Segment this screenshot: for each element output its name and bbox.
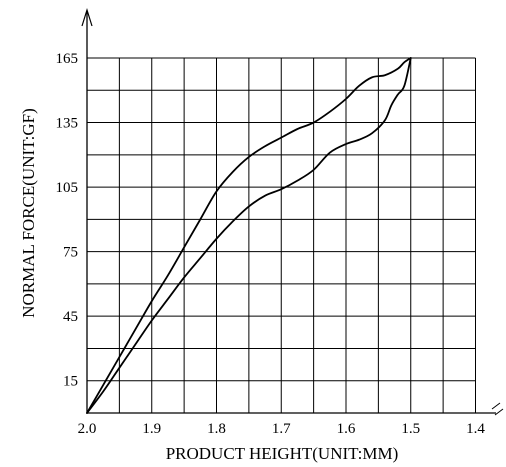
- series-line-upper: [86, 57, 412, 414]
- tick-labels: 2.0 1.9 1.8 1.7 1.6 1.5 1.4 15 45 75 105 135 165: [56, 51, 486, 437]
- y-tick-label: 165: [56, 51, 79, 67]
- x-tick-label: 1.6: [337, 421, 356, 437]
- y-tick-label: 15: [63, 374, 78, 390]
- x-tick-label: 1.5: [401, 421, 420, 437]
- x-axis-label: PRODUCT HEIGHT(UNIT:MM): [166, 444, 399, 463]
- y-tick-label: 45: [63, 309, 78, 325]
- x-tick-label: 1.4: [466, 421, 485, 437]
- y-tick-label: 105: [56, 180, 79, 196]
- series-line-lower: [86, 57, 412, 414]
- y-tick-label: 135: [56, 116, 79, 132]
- x-tick-label: 1.9: [142, 421, 161, 437]
- grid: [87, 57, 476, 413]
- y-axis-arrow: [81, 7, 93, 27]
- x-tick-label: 2.0: [78, 421, 97, 437]
- y-tick-label: 75: [63, 245, 78, 261]
- x-tick-label: 1.7: [272, 421, 291, 437]
- axis-break-icon: [491, 402, 504, 416]
- x-tick-label: 1.8: [207, 421, 226, 437]
- axes: [81, 7, 504, 416]
- y-axis-label: NORMAL FORCE(UNIT:GF): [19, 108, 38, 318]
- series-group: [86, 57, 412, 414]
